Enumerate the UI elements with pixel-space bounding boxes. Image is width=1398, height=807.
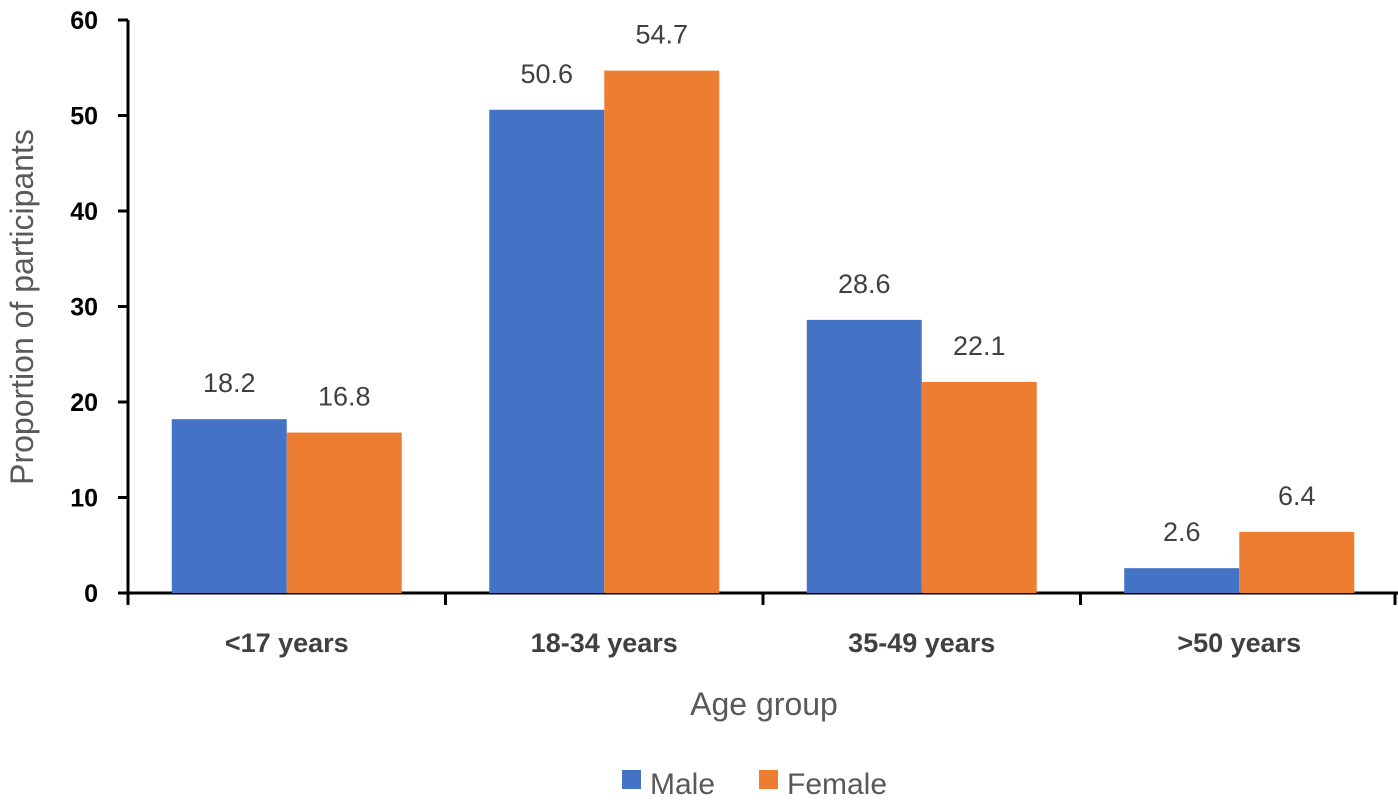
bar-female xyxy=(1239,531,1355,593)
legend-label-male: Male xyxy=(650,768,715,801)
data-label: 16.8 xyxy=(318,382,371,412)
data-label: 50.6 xyxy=(520,59,573,89)
bar-male xyxy=(171,419,287,593)
legend-label-female: Female xyxy=(787,768,887,801)
y-tick-label: 60 xyxy=(70,7,98,35)
x-tick-label: 18-34 years xyxy=(531,628,678,658)
x-tick-label: <17 years xyxy=(225,628,349,658)
bar-female xyxy=(604,70,720,594)
data-label: 28.6 xyxy=(838,269,891,299)
legend-swatch-male xyxy=(622,770,641,789)
bar-male xyxy=(806,319,922,593)
data-label: 22.1 xyxy=(953,331,1006,361)
data-labels: 18.2 16.8 50.6 54.7 28.6 22.1 2.6 6.4 xyxy=(203,20,1316,548)
bar-female xyxy=(286,432,402,593)
bar-male xyxy=(489,109,605,594)
data-label: 18.2 xyxy=(203,368,256,398)
data-label: 54.7 xyxy=(635,20,688,50)
bar-male xyxy=(1124,568,1240,593)
x-axis: <17 years 18-34 years 35-49 years >50 years xyxy=(126,591,1398,658)
legend: Male Female xyxy=(622,768,887,801)
x-tick-label: 35-49 years xyxy=(848,628,995,658)
y-tick-label: 10 xyxy=(70,485,98,513)
y-axis: 0 10 20 30 40 50 60 xyxy=(70,7,130,608)
bars xyxy=(171,70,1355,594)
bar-female xyxy=(921,381,1037,593)
data-label: 6.4 xyxy=(1278,481,1316,511)
legend-swatch-female xyxy=(759,770,778,789)
x-axis-title: Age group xyxy=(690,686,838,722)
x-tick-label: >50 years xyxy=(1177,628,1301,658)
y-tick-label: 20 xyxy=(70,389,98,417)
y-tick-label: 30 xyxy=(70,294,98,322)
data-label: 2.6 xyxy=(1163,517,1201,547)
y-tick-label: 0 xyxy=(84,580,98,608)
y-axis-title: Proportion of participants xyxy=(4,129,40,485)
y-tick-label: 50 xyxy=(70,103,98,131)
y-tick-label: 40 xyxy=(70,198,98,226)
